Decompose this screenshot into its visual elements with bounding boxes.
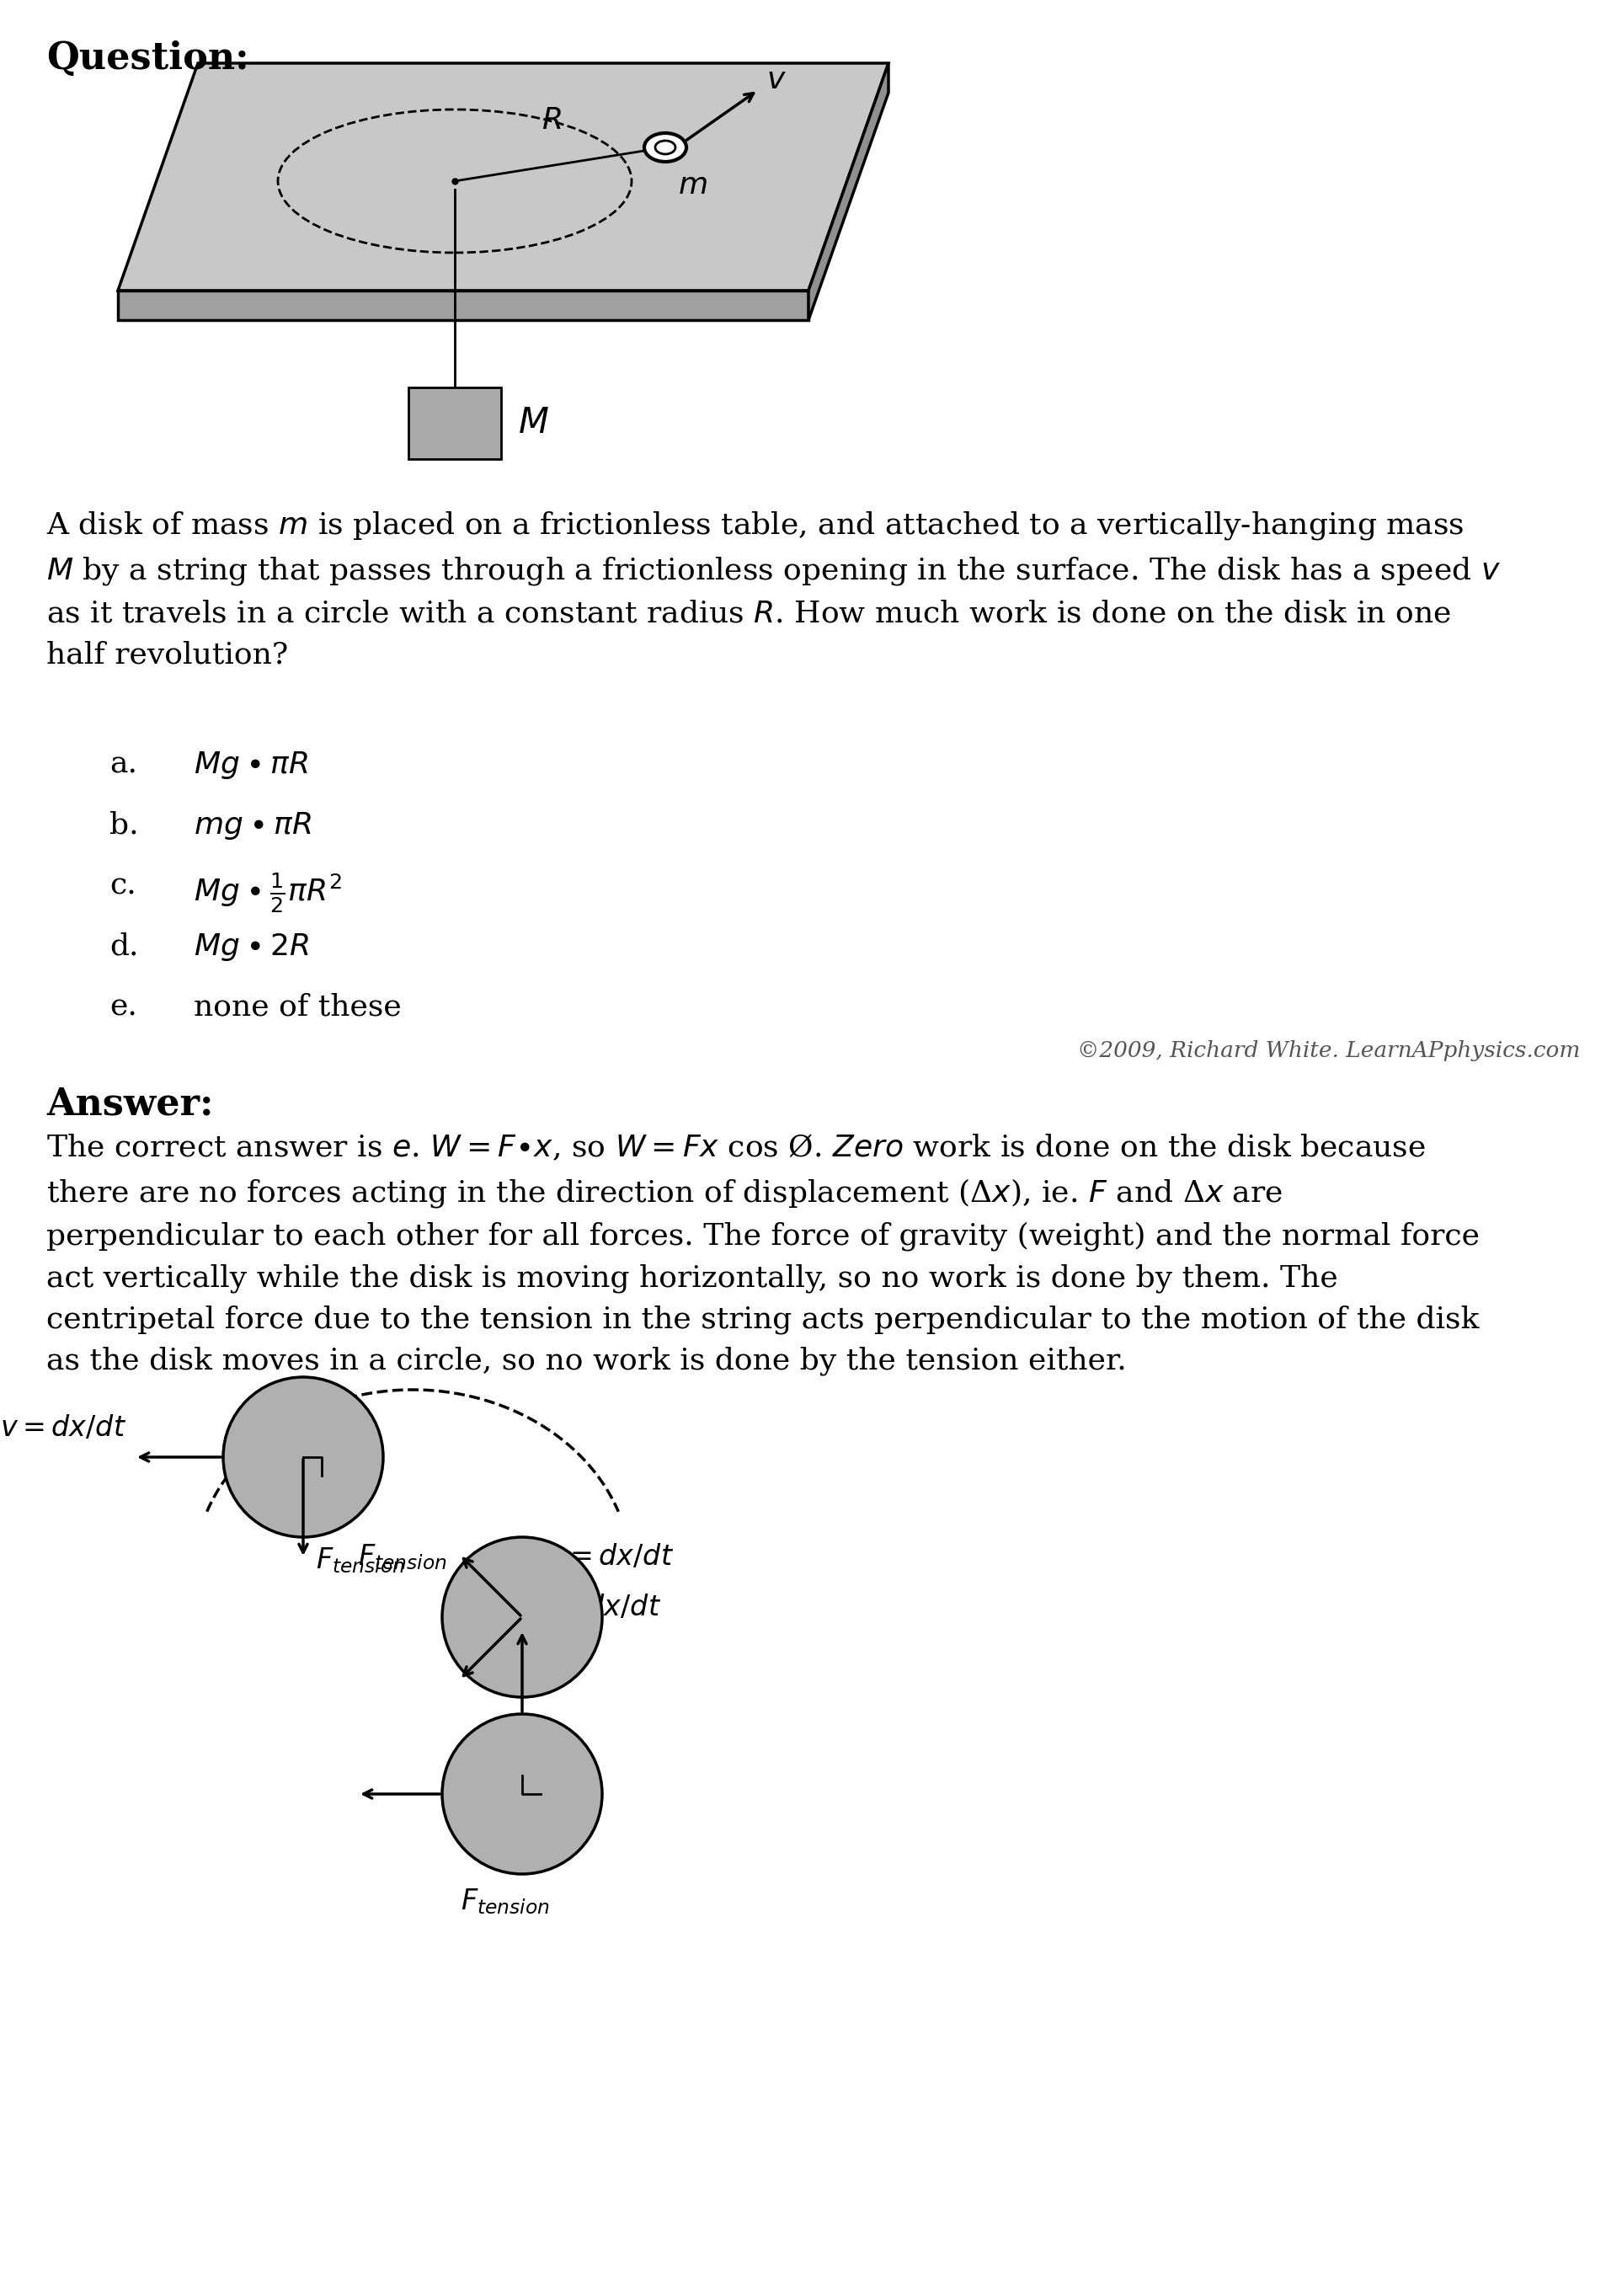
Text: $F_{tension}$: $F_{tension}$ [461, 1887, 550, 1917]
Text: Question:: Question: [47, 41, 248, 76]
Text: $Mg \bullet \frac{1}{2}\pi R^2$: $Mg \bullet \frac{1}{2}\pi R^2$ [193, 870, 342, 914]
Circle shape [224, 1378, 383, 1536]
Polygon shape [409, 388, 501, 459]
Text: c.: c. [109, 870, 136, 900]
Text: $m$: $m$ [678, 170, 707, 200]
Circle shape [443, 1715, 602, 1874]
Text: a.: a. [109, 748, 138, 778]
Circle shape [443, 1536, 602, 1697]
Polygon shape [808, 64, 889, 319]
Text: Answer:: Answer: [47, 1086, 214, 1123]
Polygon shape [118, 64, 889, 292]
Ellipse shape [644, 133, 686, 161]
Text: The correct answer is $e$. $W$$=$$F{\bullet}x$, so $W$$=$$Fx$ cos Ø. ${\it Zero}: The correct answer is $e$. $W$$=$$F{\bul… [47, 1132, 1479, 1375]
Text: $Mg \bullet 2R$: $Mg \bullet 2R$ [193, 932, 310, 962]
Text: b.: b. [109, 810, 138, 838]
Text: $v=dx/dt$: $v=dx/dt$ [535, 1593, 662, 1621]
Text: $M$: $M$ [517, 406, 548, 441]
Ellipse shape [655, 140, 675, 154]
Text: $v=dx/dt$: $v=dx/dt$ [547, 1543, 673, 1570]
Text: A disk of mass $m$ is placed on a frictionless table, and attached to a vertical: A disk of mass $m$ is placed on a fricti… [47, 510, 1500, 668]
Text: $mg \bullet \pi R$: $mg \bullet \pi R$ [193, 810, 311, 840]
Text: $R$: $R$ [542, 106, 561, 135]
Polygon shape [118, 292, 808, 319]
Text: d.: d. [109, 932, 138, 960]
Text: $v=dx/dt$: $v=dx/dt$ [0, 1414, 127, 1442]
Text: $F_{tension}$: $F_{tension}$ [358, 1543, 448, 1570]
Text: $v$: $v$ [767, 67, 787, 94]
Text: $Mg \bullet \pi R$: $Mg \bullet \pi R$ [193, 748, 308, 781]
Text: $F_{tension}$: $F_{tension}$ [316, 1545, 406, 1575]
Text: e.: e. [109, 992, 138, 1022]
Text: ©2009, Richard White. LearnAPphysics.com: ©2009, Richard White. LearnAPphysics.com [1077, 1040, 1580, 1061]
Text: none of these: none of these [193, 992, 402, 1022]
